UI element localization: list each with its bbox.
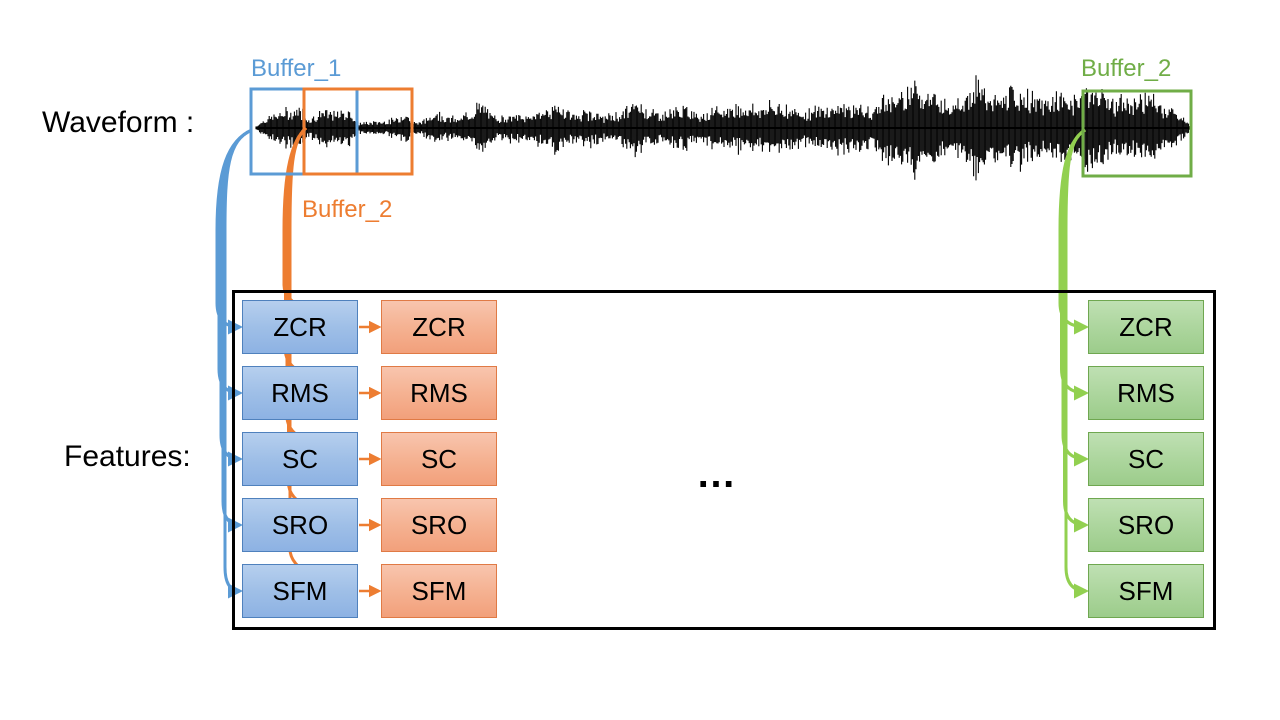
buffer-2-green-frame [1081, 89, 1193, 178]
orange-feature-sc: SC [381, 432, 497, 486]
green-feature-sfm: SFM [1088, 564, 1204, 618]
blue-arrow-sfm [223, 128, 253, 599]
waveform-label: Waveform : [42, 106, 195, 139]
green-feature-zcr: ZCR [1088, 300, 1204, 354]
ellipsis: … [696, 452, 738, 496]
orange-feature-sro: SRO [381, 498, 497, 552]
blue-feature-zcr: ZCR [242, 300, 358, 354]
orange-feature-sfm: SFM [381, 564, 497, 618]
green-feature-rms: RMS [1088, 366, 1204, 420]
buffer-1-label: Buffer_1 [251, 55, 342, 82]
orange-feature-rms: RMS [381, 366, 497, 420]
buffer-2-orange-label: Buffer_2 [302, 196, 393, 223]
green-feature-sro: SRO [1088, 498, 1204, 552]
blue-feature-sfm: SFM [242, 564, 358, 618]
waveform [255, 75, 1191, 181]
blue-feature-sro: SRO [242, 498, 358, 552]
green-arrow-sfm [1064, 128, 1089, 599]
blue-feature-rms: RMS [242, 366, 358, 420]
features-label: Features: [64, 440, 191, 473]
features-panel [232, 290, 1216, 630]
buffer-2-orange-frame [302, 87, 414, 176]
blue-feature-sc: SC [242, 432, 358, 486]
green-feature-sc: SC [1088, 432, 1204, 486]
buffer-2-green-label: Buffer_2 [1081, 55, 1172, 82]
orange-feature-zcr: ZCR [381, 300, 497, 354]
